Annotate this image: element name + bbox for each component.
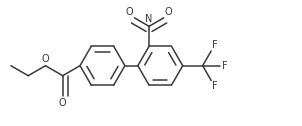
Text: O: O <box>41 54 49 64</box>
Text: N: N <box>145 14 153 24</box>
Text: O: O <box>59 98 66 108</box>
Text: F: F <box>222 61 228 71</box>
Text: F: F <box>212 81 218 91</box>
Text: O: O <box>165 7 172 17</box>
Text: O: O <box>126 7 133 17</box>
Text: F: F <box>212 40 218 51</box>
